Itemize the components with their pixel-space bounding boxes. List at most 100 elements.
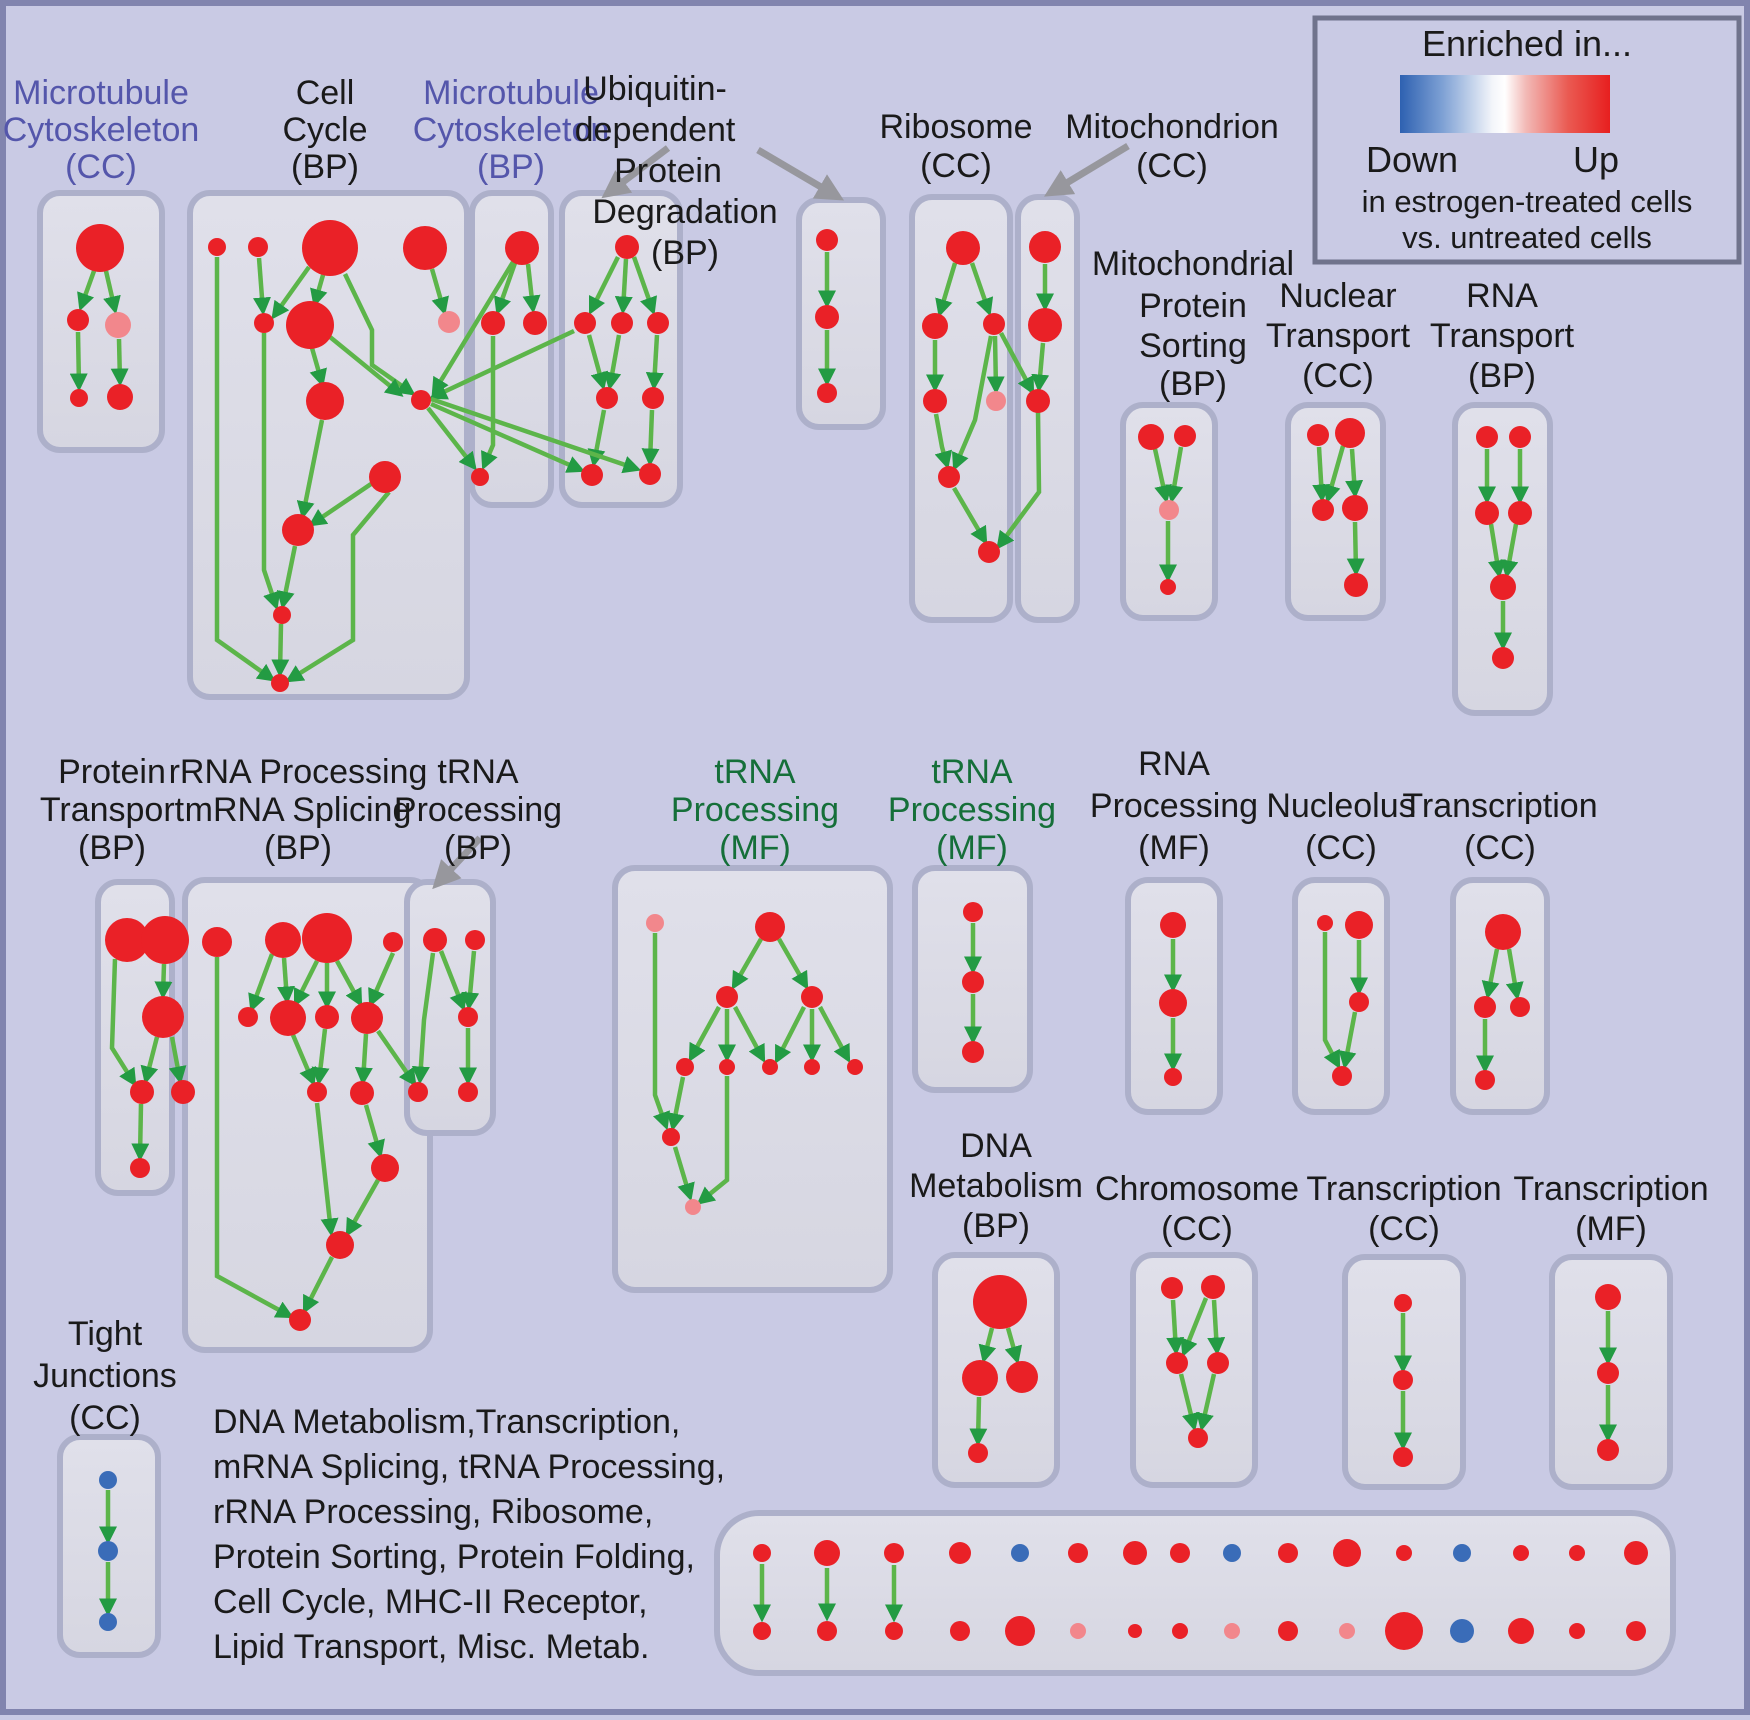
edge-trna-processing-mf-large-1: [777, 937, 809, 990]
node-transcription-mf-1: [1597, 1362, 1619, 1384]
edge-microtubule-cytoskeleton-bp-0: [494, 262, 518, 316]
misc-node-bottom-14: [1569, 1623, 1585, 1639]
node-rrna-processing-mrna-splicing-bp-11: [326, 1231, 354, 1259]
edge-trna-processing-mf-large-2: [688, 1005, 721, 1062]
node-rna-transport-bp-2: [1475, 501, 1499, 525]
edge-trna-processing-mf-large-0: [731, 937, 763, 990]
node-ubiquitin-dependent-protein-degradation-bp-0: [615, 235, 639, 259]
misc-categories-text-line-4: Cell Cycle, MHC-II Receptor,: [213, 1583, 648, 1621]
edge-protein-transport-bp-1: [154, 963, 173, 1000]
node-transcription-cc-3: [1475, 1070, 1495, 1090]
node-dna-metabolism-bp-0: [973, 1275, 1027, 1329]
edge-rna-transport-bp-3: [1500, 523, 1519, 579]
edge-rrna-processing-mrna-splicing-bp-6: [368, 952, 396, 1008]
cross-edge-0: [431, 260, 515, 396]
edge-rrna-processing-mrna-splicing-bp-10: [363, 1104, 385, 1159]
node-nuclear-transport-cc-1: [1335, 418, 1365, 448]
group-label-rna-transport-bp-line-0: RNA: [1466, 277, 1538, 315]
node-ribosome-cc-0: [946, 231, 980, 265]
edge-ribosome-cc-6: [952, 335, 994, 472]
edge-chromosome-cc-2: [1207, 1299, 1226, 1356]
node-mitochondrial-protein-sorting-bp-1: [1174, 425, 1196, 447]
legend-subtitle-2: vs. untreated cells: [1402, 220, 1652, 255]
edge-cell-cycle-bp-12: [271, 623, 290, 678]
node-trna-processing-bp-1: [465, 930, 485, 950]
node-rrna-processing-mrna-splicing-bp-10: [371, 1154, 399, 1182]
group-label-nucleolus-cc-line-1: (CC): [1305, 829, 1377, 867]
group-label-tight-junctions-cc-line-0: Tight: [68, 1315, 143, 1353]
misc-node-top-15: [1624, 1541, 1648, 1565]
group-label-trna-processing-mf-large-line-2: (MF): [719, 829, 791, 867]
node-rna-processing-mf-2: [1164, 1068, 1182, 1086]
node-rna-transport-bp-5: [1492, 647, 1514, 669]
node-rrna-processing-mrna-splicing-bp-3: [383, 932, 403, 952]
edge-cell-cycle-bp-13: [285, 490, 391, 683]
group-label-rna-processing-mf-line-2: (MF): [1138, 829, 1210, 867]
edge-ubiquitin-dependent-protein-degradation-bp-3: [586, 334, 609, 391]
misc-columns: [753, 1539, 1648, 1650]
node-cell-cycle-bp-6: [438, 311, 460, 333]
edge-cell-cycle-bp-9: [308, 482, 373, 527]
node-ubiquitin-dependent-protein-degradation-bp-4: [596, 387, 618, 409]
edge-rrna-processing-mrna-splicing-bp-13: [302, 1255, 335, 1315]
legend: Enriched in... Down Up in estrogen-treated …: [1312, 15, 1742, 265]
node-transcription-cc-2-2: [1393, 1447, 1413, 1467]
edge-chromosome-cc-3: [1178, 1373, 1200, 1432]
node-tight-junctions-cc-0: [99, 1471, 117, 1489]
node-ribosome-cc-3: [923, 389, 947, 413]
node-mitochondrion-cc-2: [1026, 389, 1050, 413]
node-transcription-cc-2-1: [1393, 1370, 1413, 1390]
misc-node-bottom-13: [1508, 1618, 1534, 1644]
node-ribosome-cc-4: [986, 391, 1006, 411]
edge-cell-cycle-bp-1: [253, 257, 271, 316]
edge-nucleolus-cc-2: [1338, 1011, 1358, 1070]
node-trna-processing-mf-large-0: [646, 914, 664, 932]
misc-node-bottom-10: [1339, 1623, 1355, 1639]
edge-trna-processing-mf-large-9: [666, 1076, 686, 1132]
node-nuclear-transport-cc-0: [1307, 424, 1329, 446]
group-label-trna-processing-mf-large-line-1: Processing: [671, 791, 839, 829]
node-ribosome-cc-6: [978, 541, 1000, 563]
edge-chromosome-cc-0: [1166, 1299, 1185, 1356]
node-transcription-cc-0: [1485, 914, 1521, 950]
misc-node-top-8: [1223, 1544, 1241, 1562]
node-chromosome-cc-1: [1201, 1275, 1225, 1299]
group-label-microtubule-cytoskeleton-bp-line-2: (BP): [477, 148, 545, 186]
group-label-nuclear-transport-cc-line-2: (CC): [1302, 357, 1374, 395]
node-rna-transport-bp-4: [1490, 574, 1516, 600]
group-label-chromosome-cc-line-0: Chromosome: [1095, 1170, 1299, 1208]
node-trna-processing-mf-large-3: [801, 986, 823, 1008]
group-label-trna-processing-mf-small-line-1: Processing: [888, 791, 1056, 829]
node-microtubule-cytoskeleton-cc-0: [76, 224, 124, 272]
node-trna-processing-mf-large-10: [685, 1199, 701, 1215]
edge-mitochondrion-cc-2: [996, 411, 1042, 550]
edge-trna-processing-mf-large-11: [672, 1146, 695, 1202]
edge-mitochondrial-protein-sorting-bp-1: [1165, 446, 1184, 504]
edge-dna-metabolism-bp-0: [978, 1327, 997, 1364]
edge-chromosome-cc-4: [1196, 1373, 1217, 1432]
node-mitochondrion-cc-0: [1029, 231, 1061, 263]
misc-node-top-7: [1170, 1543, 1190, 1563]
group-label-microtubule-cytoskeleton-cc-line-2: (CC): [65, 148, 137, 186]
group-label-ubiquitin-dependent-protein-degradation-bp-line-3: Degradation: [592, 193, 777, 231]
group-label-ubiquitin-dependent-protein-degradation-bp-line-1: dependent: [575, 111, 736, 149]
node-microtubule-cytoskeleton-cc-2: [105, 312, 131, 338]
edge-trna-processing-mf-large-10: [696, 1076, 730, 1205]
edge-nuclear-transport-cc-2: [1345, 448, 1364, 499]
edge-ubiquitin-dependent-protein-degradation-bp-2: [631, 256, 658, 316]
node-microtubule-cytoskeleton-bp-0: [505, 231, 539, 265]
edge-rrna-processing-mrna-splicing-bp-7: [290, 1034, 316, 1087]
node-microtubule-cytoskeleton-cc-1: [67, 309, 89, 331]
node-ubiquitin-dependent-protein-degradation-bp-6: [581, 464, 603, 486]
edge-microtubule-cytoskeleton-cc-2: [69, 331, 88, 392]
node-trna-processing-bp-3: [408, 1082, 428, 1102]
misc-node-top-11: [1396, 1545, 1412, 1561]
node-rrna-processing-mrna-splicing-bp-1: [265, 922, 301, 958]
node-ubiquitin-dependent-protein-degradation-bp-1: [574, 312, 596, 334]
group-label-mitochondrial-protein-sorting-bp-line-0: Mitochondrial: [1092, 245, 1294, 283]
node-transcription-mf-2: [1597, 1439, 1619, 1461]
group-label-microtubule-cytoskeleton-cc-line-1: Cytoskeleton: [3, 111, 200, 149]
edge-trna-processing-mf-large-4: [733, 1005, 766, 1063]
group-label-ubiquitin-dependent-protein-degradation-bp-line-0: Ubiquitin-: [583, 70, 727, 108]
group-label-rrna-processing-mrna-splicing-bp-line-1: mRNA Splicing: [185, 791, 412, 829]
